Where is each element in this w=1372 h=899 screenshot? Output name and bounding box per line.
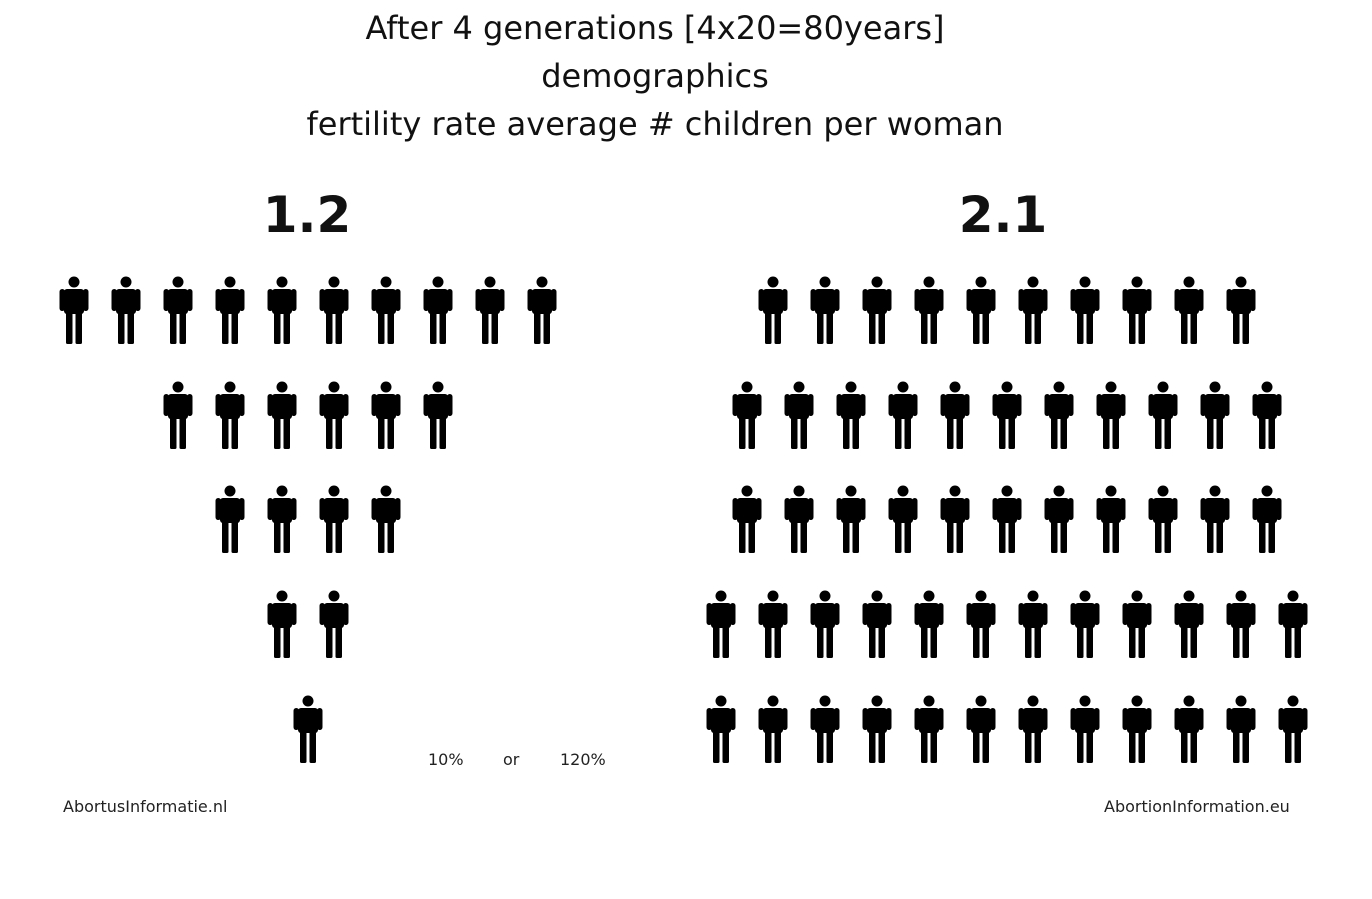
person-icon — [1070, 590, 1100, 658]
right-fertility-rate: 2.1 — [958, 186, 1048, 244]
percent-left: 10% — [428, 750, 464, 769]
person-icon — [758, 695, 788, 763]
person-icon — [1278, 590, 1308, 658]
person-icon — [1122, 276, 1152, 344]
left-row-1 — [59, 276, 557, 346]
person-icon — [163, 276, 193, 344]
person-icon — [1226, 590, 1256, 658]
person-icon — [966, 276, 996, 344]
person-icon — [1148, 381, 1178, 449]
person-icon — [475, 276, 505, 344]
person-icon — [371, 485, 401, 553]
person-icon — [940, 381, 970, 449]
person-icon — [1200, 381, 1230, 449]
person-icon — [319, 485, 349, 553]
person-icon — [732, 381, 762, 449]
person-icon — [1018, 590, 1048, 658]
person-icon — [1174, 276, 1204, 344]
person-icon — [527, 276, 557, 344]
person-icon — [1070, 276, 1100, 344]
person-icon — [1018, 695, 1048, 763]
person-icon — [1174, 590, 1204, 658]
person-icon — [111, 276, 141, 344]
right-row-3 — [732, 485, 1282, 555]
person-icon — [966, 590, 996, 658]
person-icon — [862, 590, 892, 658]
person-icon — [1200, 485, 1230, 553]
person-icon — [423, 381, 453, 449]
person-icon — [1252, 485, 1282, 553]
person-icon — [706, 590, 736, 658]
left-row-4 — [267, 590, 349, 660]
person-icon — [215, 276, 245, 344]
person-icon — [836, 381, 866, 449]
right-row-1 — [758, 276, 1256, 346]
person-icon — [1044, 381, 1074, 449]
person-icon — [423, 276, 453, 344]
person-icon — [1278, 695, 1308, 763]
person-icon — [784, 485, 814, 553]
person-icon — [1018, 276, 1048, 344]
person-icon — [319, 381, 349, 449]
person-icon — [784, 381, 814, 449]
person-icon — [59, 276, 89, 344]
person-icon — [1096, 381, 1126, 449]
person-icon — [267, 276, 297, 344]
person-icon — [914, 276, 944, 344]
person-icon — [810, 590, 840, 658]
person-icon — [267, 485, 297, 553]
person-icon — [371, 381, 401, 449]
person-icon — [1122, 695, 1152, 763]
right-row-5 — [706, 695, 1308, 765]
person-icon — [862, 276, 892, 344]
right-row-2 — [732, 381, 1282, 451]
left-row-3 — [215, 485, 401, 555]
or-text: or — [503, 750, 520, 769]
footer-left-site: AbortusInformatie.nl — [63, 797, 228, 816]
person-icon — [1174, 695, 1204, 763]
person-icon — [992, 381, 1022, 449]
person-icon — [836, 485, 866, 553]
person-icon — [940, 485, 970, 553]
person-icon — [215, 381, 245, 449]
person-icon — [732, 485, 762, 553]
title-line-1: After 4 generations [4x20=80years] — [365, 9, 945, 47]
footer-right-site: AbortionInformation.eu — [1104, 797, 1290, 816]
person-icon — [1070, 695, 1100, 763]
person-icon — [758, 276, 788, 344]
person-icon — [992, 485, 1022, 553]
person-icon — [371, 276, 401, 344]
person-icon — [862, 695, 892, 763]
person-icon — [215, 485, 245, 553]
person-icon — [267, 381, 297, 449]
person-icon — [810, 276, 840, 344]
person-icon — [810, 695, 840, 763]
person-icon — [1122, 590, 1152, 658]
person-icon — [914, 590, 944, 658]
person-icon — [163, 381, 193, 449]
person-icon — [888, 381, 918, 449]
person-icon — [1148, 485, 1178, 553]
person-icon — [293, 695, 323, 763]
person-icon — [966, 695, 996, 763]
left-row-5 — [293, 695, 323, 765]
person-icon — [1252, 381, 1282, 449]
person-icon — [319, 276, 349, 344]
title-line-2: demographics — [541, 57, 769, 95]
person-icon — [1226, 695, 1256, 763]
person-icon — [319, 590, 349, 658]
person-icon — [888, 485, 918, 553]
person-icon — [914, 695, 944, 763]
person-icon — [706, 695, 736, 763]
person-icon — [1096, 485, 1126, 553]
percent-right: 120% — [560, 750, 606, 769]
title-line-3: fertility rate average # children per wo… — [306, 105, 1004, 143]
left-row-2 — [163, 381, 453, 451]
person-icon — [758, 590, 788, 658]
right-row-4 — [706, 590, 1308, 660]
person-icon — [267, 590, 297, 658]
left-fertility-rate: 1.2 — [262, 186, 352, 244]
person-icon — [1044, 485, 1074, 553]
person-icon — [1226, 276, 1256, 344]
